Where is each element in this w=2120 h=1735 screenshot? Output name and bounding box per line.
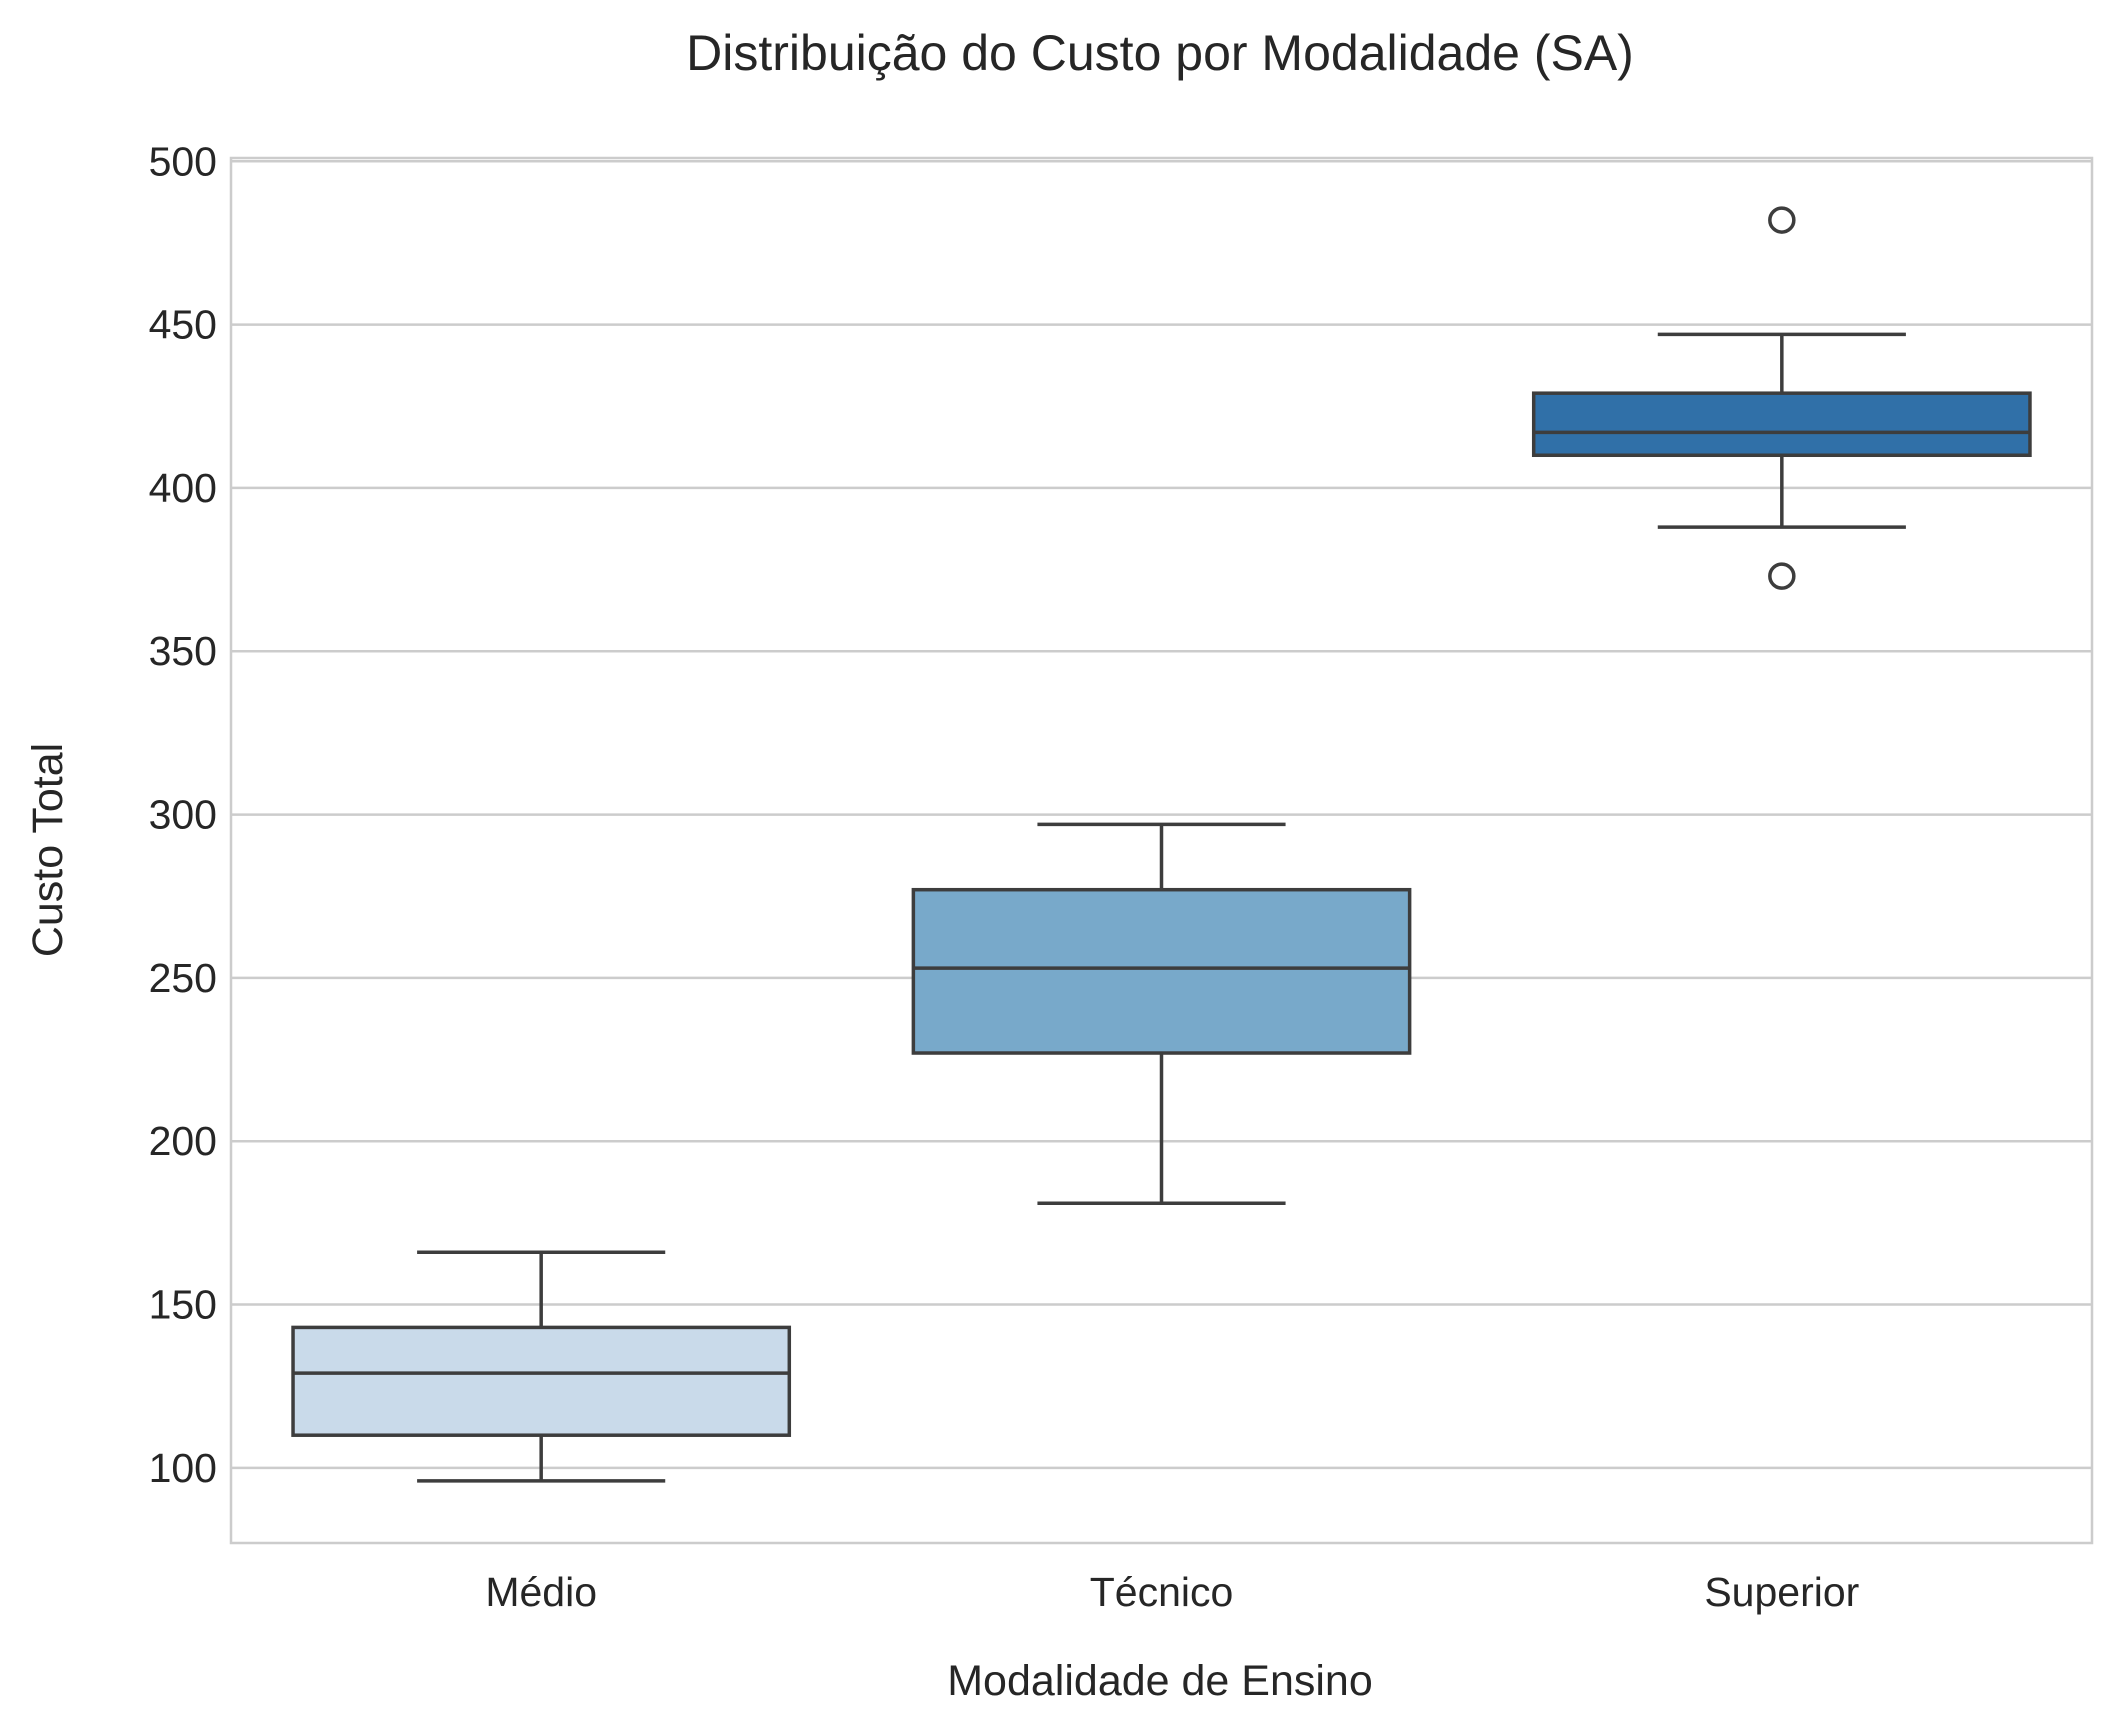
- y-tick-label: 100: [149, 1445, 217, 1491]
- box-group-2: [911, 822, 1412, 1206]
- y-tick-label: 250: [149, 955, 217, 1001]
- y-tick-label: 450: [149, 302, 217, 348]
- plot-frame: [229, 156, 2094, 1545]
- iqr-box: [911, 887, 1412, 1055]
- grid-lines: [231, 160, 2092, 1470]
- chart-title: Distribuição do Custo por Modalidade (SA…: [686, 25, 1634, 81]
- box-group-3: [1531, 206, 2032, 590]
- x-tick-label: Superior: [1704, 1569, 1859, 1615]
- y-tick-label: 500: [149, 138, 217, 184]
- x-tick-label: Técnico: [1090, 1569, 1234, 1615]
- y-tick-label: 350: [149, 628, 217, 674]
- outlier-point: [1768, 562, 1796, 590]
- outlier-point: [1768, 206, 1796, 234]
- iqr-box: [291, 1325, 792, 1437]
- y-tick-label: 400: [149, 465, 217, 511]
- boxes: [291, 206, 2032, 1483]
- x-tick-label: Médio: [485, 1569, 597, 1615]
- y-axis-label: Custo Total: [24, 743, 72, 957]
- iqr-box: [1531, 391, 2032, 458]
- y-axis-ticks: 100 150 200 250 300 350 400 450 500: [149, 138, 217, 1491]
- box-group-1: [291, 1250, 792, 1483]
- x-axis-ticks: Médio Técnico Superior: [485, 1569, 1859, 1615]
- y-tick-label: 150: [149, 1282, 217, 1328]
- y-tick-label: 300: [149, 792, 217, 838]
- y-tick-label: 200: [149, 1118, 217, 1164]
- x-axis-label: Modalidade de Ensino: [947, 1657, 1373, 1705]
